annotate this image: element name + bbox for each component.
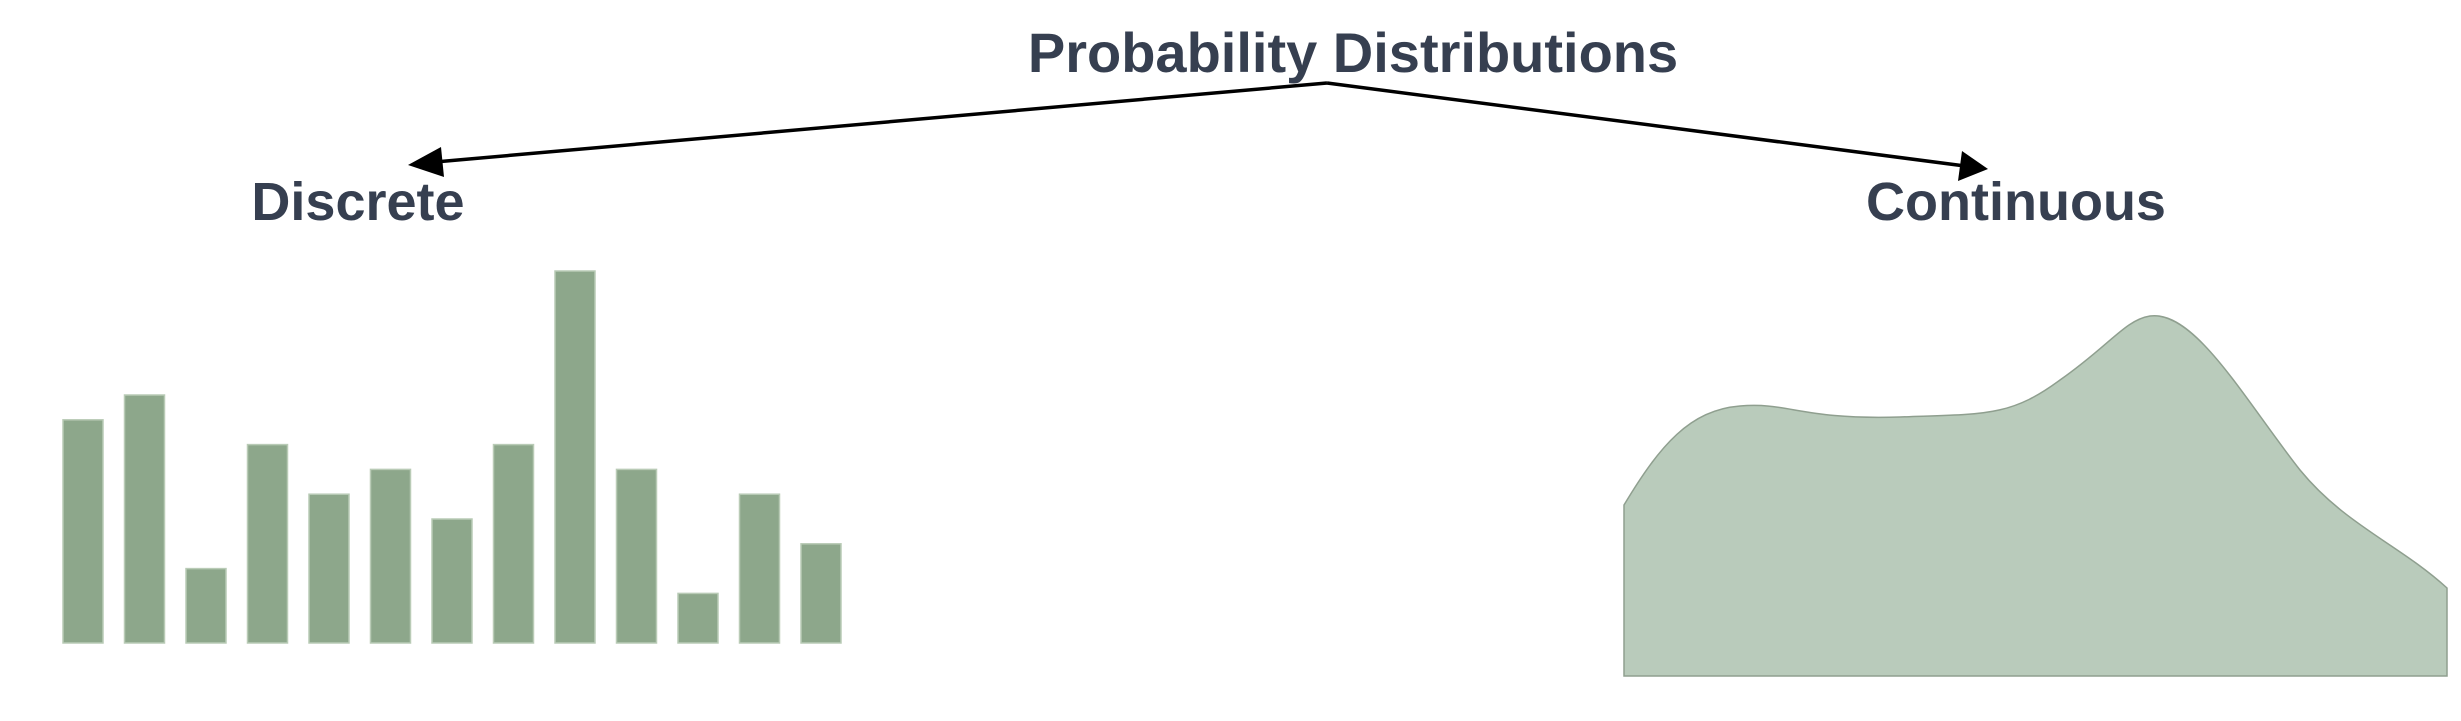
discrete-bar <box>185 567 227 644</box>
discrete-bar <box>308 493 350 644</box>
arrow-to-discrete <box>408 81 1328 177</box>
arrow-to-continuous <box>1326 81 1988 181</box>
discrete-bar <box>492 443 535 644</box>
diagram-title: Probability Distributions <box>1028 21 1678 84</box>
continuous-label: Continuous <box>1866 172 2166 232</box>
continuous-density-curve <box>1623 315 2448 677</box>
discrete-bar <box>800 543 842 644</box>
discrete-bar <box>431 518 473 644</box>
discrete-bar <box>554 270 596 644</box>
discrete-bar <box>615 468 658 644</box>
discrete-distribution-bars <box>62 270 842 644</box>
discrete-label: Discrete <box>251 172 464 232</box>
discrete-bar <box>123 394 166 644</box>
discrete-bar <box>738 493 781 644</box>
discrete-bar <box>369 468 412 644</box>
discrete-bar <box>62 419 104 644</box>
discrete-bar <box>677 592 719 644</box>
discrete-bar <box>246 443 289 644</box>
